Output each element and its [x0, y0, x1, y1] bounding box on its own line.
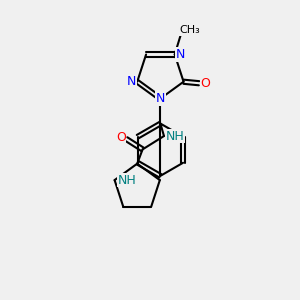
Text: O: O: [201, 77, 211, 90]
Text: N: N: [176, 48, 185, 61]
Text: N: N: [156, 92, 165, 105]
Text: NH: NH: [118, 174, 136, 187]
Text: O: O: [116, 131, 126, 144]
Text: N: N: [127, 75, 136, 88]
Text: CH₃: CH₃: [180, 25, 201, 35]
Text: NH: NH: [166, 130, 184, 142]
